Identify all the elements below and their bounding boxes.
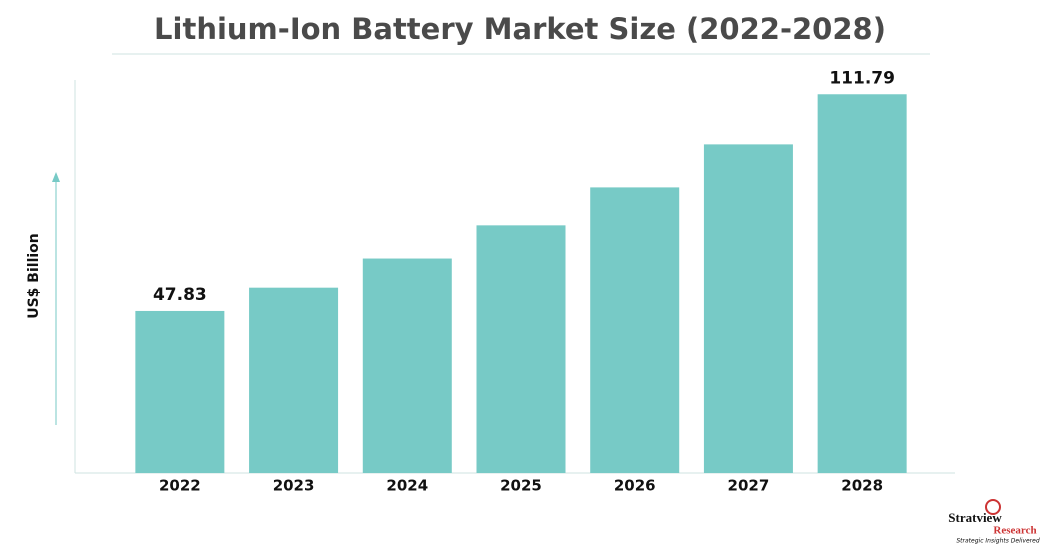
axis-arrow-head xyxy=(52,172,60,182)
bar xyxy=(703,144,793,473)
logo-name: Stratview xyxy=(948,510,1002,525)
bar xyxy=(249,287,339,473)
x-tick-label: 2028 xyxy=(841,477,883,495)
x-tick-label: 2027 xyxy=(728,477,770,495)
bar xyxy=(817,94,907,474)
x-tick-label: 2022 xyxy=(159,477,201,495)
bar xyxy=(476,225,566,473)
data-label: 47.83 xyxy=(153,285,207,305)
x-tick-label: 2025 xyxy=(500,477,542,495)
x-tick-label: 2024 xyxy=(386,477,428,495)
bar xyxy=(135,310,225,473)
y-axis-label: US$ Billion xyxy=(26,233,42,319)
x-tick-label: 2026 xyxy=(614,477,656,495)
logo-tagline: Strategic Insights Delivered xyxy=(956,538,1039,545)
data-label: 111.79 xyxy=(829,68,895,88)
logo-icon xyxy=(985,499,1001,515)
x-tick-label: 2023 xyxy=(273,477,315,495)
logo-sub: Research xyxy=(993,525,1036,537)
bar xyxy=(362,258,452,473)
chart-title: Lithium-Ion Battery Market Size (2022-20… xyxy=(154,12,886,46)
bar xyxy=(590,187,680,474)
logo: Stratview Research Strategic Insights De… xyxy=(948,499,1040,545)
